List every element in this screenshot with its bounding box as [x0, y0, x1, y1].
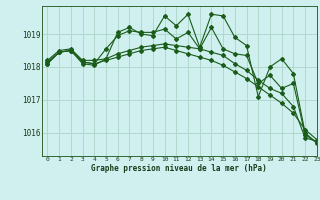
X-axis label: Graphe pression niveau de la mer (hPa): Graphe pression niveau de la mer (hPa) — [91, 164, 267, 173]
